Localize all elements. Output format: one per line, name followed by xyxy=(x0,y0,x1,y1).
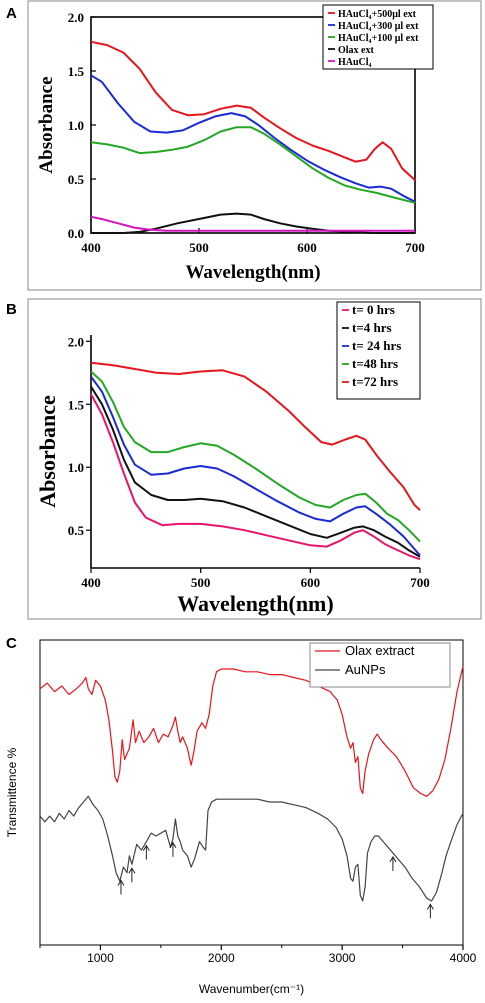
legend-entry: Olax ext xyxy=(338,45,374,56)
x-tick-label: 1000 xyxy=(87,951,114,965)
series-line xyxy=(90,361,421,511)
arrow-head xyxy=(389,855,397,863)
y-tick-label: 2.0 xyxy=(68,334,84,349)
x-tick-label: 400 xyxy=(81,240,101,255)
arrow-head xyxy=(117,879,125,886)
plot-frame xyxy=(39,639,464,946)
legend-entry: t= 24 hrs xyxy=(352,338,401,353)
panel-label: B xyxy=(6,301,17,318)
series-line xyxy=(39,795,464,902)
series-line xyxy=(90,376,421,557)
y-tick-label: 2.0 xyxy=(68,10,84,25)
legend-entry: t=48 hrs xyxy=(352,356,398,371)
series-line xyxy=(90,393,421,561)
legend-box xyxy=(309,642,451,688)
x-tick-label: 400 xyxy=(81,575,101,590)
y-tick-label: 0.5 xyxy=(68,172,85,187)
series-line xyxy=(90,386,421,558)
panel-label: C xyxy=(6,635,17,652)
panel-b-chart: 400 500 600 700 0.5 1.0 1.5 2.0 Wavelength(nm) Ab… xyxy=(35,301,430,616)
panel-label: A xyxy=(6,5,17,22)
legend-entry: AuNPs xyxy=(345,662,386,677)
x-tick-label: 600 xyxy=(297,240,317,255)
legend-entry: t= 0 hrs xyxy=(352,302,395,317)
x-tick-label: 600 xyxy=(301,575,321,590)
arrow-head xyxy=(142,844,150,851)
legend-box xyxy=(336,301,421,400)
series-line xyxy=(90,215,415,232)
x-axis-label: Wavelength(nm) xyxy=(177,591,333,616)
x-tick-label: 500 xyxy=(189,240,209,255)
x-tick-label: 700 xyxy=(405,240,425,255)
series-line xyxy=(90,126,416,204)
series-line xyxy=(39,666,464,797)
y-axis-label: Absorbance xyxy=(36,76,57,173)
legend-entry: HAuCl₄+300 μl ext xyxy=(338,21,419,32)
series-line xyxy=(90,74,416,203)
y-tick-label: 0.0 xyxy=(68,226,84,241)
y-tick-label: 1.5 xyxy=(68,64,85,79)
x-tick-label: 700 xyxy=(410,575,430,590)
arrow-head xyxy=(128,867,136,874)
y-tick-label: 1.5 xyxy=(68,397,85,412)
x-tick-label: 4000 xyxy=(450,951,477,965)
panel-a-chart: 400 500 600 700 0.0 0.5 1.0 1.5 2.0 Wavelength(nm… xyxy=(36,4,434,283)
panel-a-border xyxy=(27,0,482,291)
x-tick-label: 3000 xyxy=(329,951,356,965)
arrow-head xyxy=(169,841,177,849)
panel-c-chart: 1000 2000 3000 4000 Wavenumber(cm⁻¹) Transmit… xyxy=(5,639,477,996)
series-line xyxy=(90,40,416,181)
x-axis-label: Wavelength(nm) xyxy=(185,262,320,283)
legend-entry: t=72 hrs xyxy=(352,374,398,389)
x-tick-label: 500 xyxy=(191,575,211,590)
y-tick-label: 1.0 xyxy=(68,460,84,475)
legend-entry: t=4 hrs xyxy=(352,320,392,335)
x-tick-label: 2000 xyxy=(208,951,235,965)
y-tick-label: 0.5 xyxy=(68,523,85,538)
series-line xyxy=(90,370,421,543)
panel-b-border xyxy=(27,298,482,620)
y-tick-label: 1.0 xyxy=(68,118,84,133)
y-axis-label: Absorbance xyxy=(35,395,60,508)
x-axis-label: Wavenumber(cm⁻¹) xyxy=(199,982,304,996)
legend-entry: Olax extract xyxy=(345,643,415,658)
legend-box xyxy=(322,4,434,70)
y-axis-label: Transmittence % xyxy=(5,747,19,837)
legend-entry: HAuCl₄ xyxy=(338,57,372,68)
arrow-head xyxy=(426,903,434,910)
legend-entry: HAuCl₄+500μl ext xyxy=(338,9,417,20)
legend-entry: HAuCl₄+100 μl ext xyxy=(338,33,419,44)
